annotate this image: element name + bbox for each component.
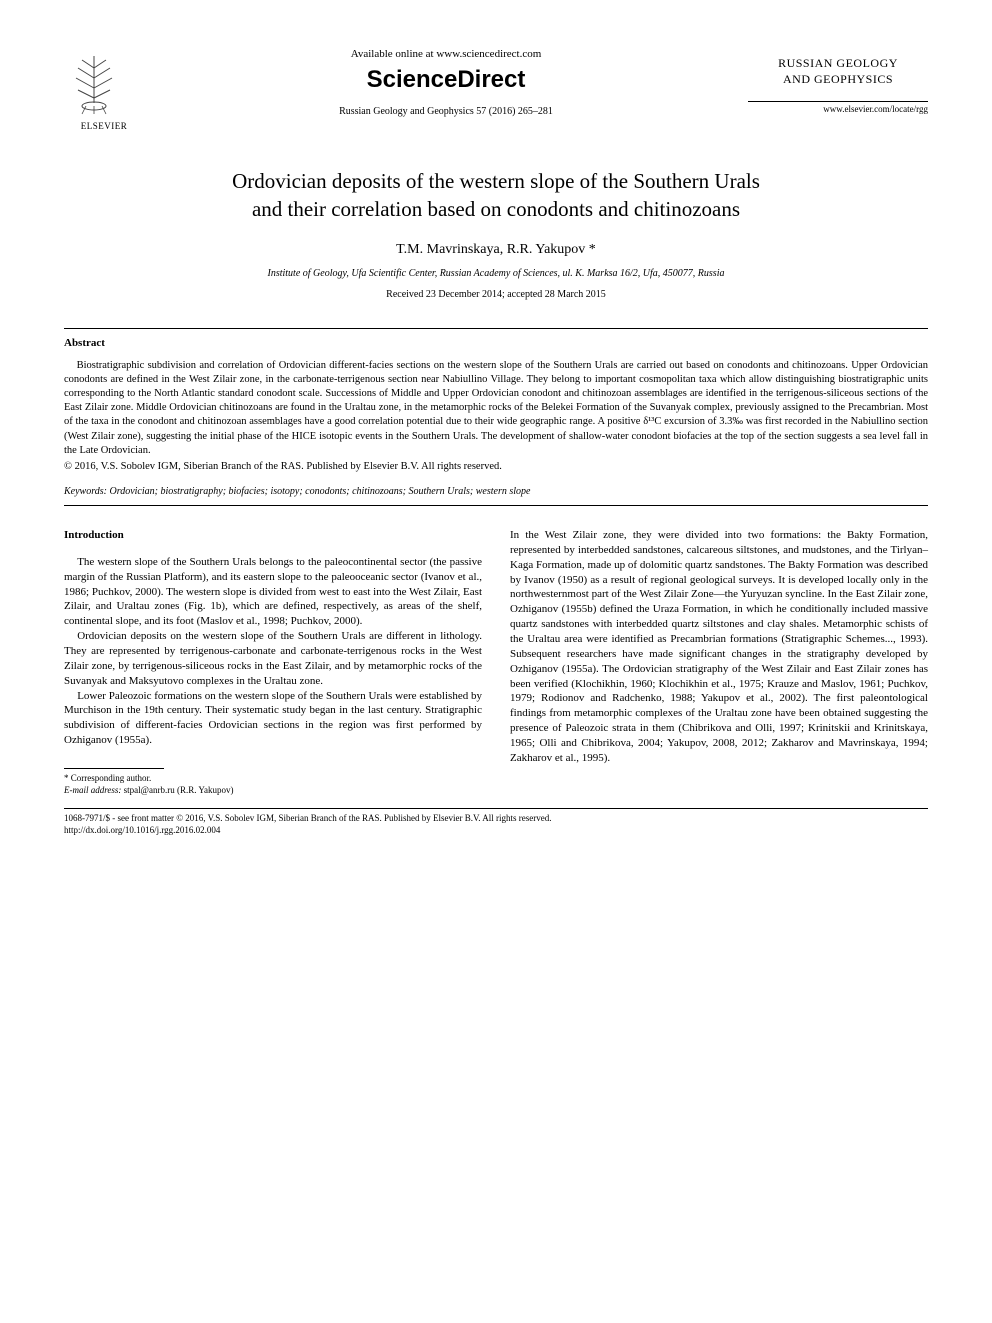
footer-divider: [64, 808, 928, 809]
elsevier-label: ELSEVIER: [64, 121, 144, 131]
email-address: stpal@anrb.ru (R.R. Yakupov): [124, 785, 234, 795]
journal-reference: Russian Geology and Geophysics 57 (2016)…: [144, 106, 748, 117]
intro-paragraph-1: The western slope of the Southern Urals …: [64, 555, 482, 629]
authors: T.M. Mavrinskaya, R.R. Yakupov *: [64, 242, 928, 258]
column-left: Introduction The western slope of the So…: [64, 528, 482, 796]
journal-link: www.elsevier.com/locate/rgg: [748, 101, 928, 114]
keywords-line: Keywords: Ordovician; biostratigraphy; b…: [64, 486, 928, 497]
email-label: E-mail address:: [64, 785, 121, 795]
abstract-text: Biostratigraphic subdivision and correla…: [64, 359, 928, 458]
divider-bottom: [64, 505, 928, 506]
journal-name-line2: AND GEOPHYSICS: [783, 72, 893, 86]
footer-doi-line: http://dx.doi.org/10.1016/j.rgg.2016.02.…: [64, 825, 928, 837]
email-footnote: E-mail address: stpal@anrb.ru (R.R. Yaku…: [64, 785, 482, 797]
intro-paragraph-4: In the West Zilair zone, they were divid…: [510, 528, 928, 766]
body-columns: Introduction The western slope of the So…: [64, 528, 928, 796]
corresponding-author-note: * Corresponding author.: [64, 773, 482, 785]
header-right: RUSSIAN GEOLOGY AND GEOPHYSICS www.elsev…: [748, 48, 928, 114]
journal-name-line1: RUSSIAN GEOLOGY: [778, 56, 898, 70]
keywords-label: Keywords:: [64, 486, 107, 497]
title-line2: and their correlation based on conodonts…: [252, 197, 740, 221]
journal-name: RUSSIAN GEOLOGY AND GEOPHYSICS: [748, 56, 928, 87]
article-title: Ordovician deposits of the western slope…: [64, 167, 928, 224]
title-line1: Ordovician deposits of the western slope…: [232, 169, 760, 193]
intro-paragraph-2: Ordovician deposits on the western slope…: [64, 629, 482, 688]
introduction-heading: Introduction: [64, 528, 482, 543]
footnote-divider: [64, 768, 164, 769]
publisher-logo-block: ELSEVIER: [64, 48, 144, 131]
received-accepted-dates: Received 23 December 2014; accepted 28 M…: [64, 289, 928, 300]
column-right: In the West Zilair zone, they were divid…: [510, 528, 928, 796]
divider-top: [64, 328, 928, 329]
header-center: Available online at www.sciencedirect.co…: [144, 48, 748, 117]
elsevier-tree-icon: [64, 48, 124, 118]
available-online-text: Available online at www.sciencedirect.co…: [144, 48, 748, 60]
journal-header: ELSEVIER Available online at www.science…: [64, 48, 928, 131]
intro-paragraph-3: Lower Paleozoic formations on the wester…: [64, 689, 482, 748]
copyright-line: © 2016, V.S. Sobolev IGM, Siberian Branc…: [64, 460, 928, 474]
footer-issn-line: 1068-7971/$ - see front matter © 2016, V…: [64, 813, 928, 825]
sciencedirect-logo: ScienceDirect: [144, 66, 748, 94]
affiliation: Institute of Geology, Ufa Scientific Cen…: [64, 268, 928, 279]
keywords-text: Ordovician; biostratigraphy; biofacies; …: [109, 486, 530, 497]
abstract-heading: Abstract: [64, 337, 928, 349]
